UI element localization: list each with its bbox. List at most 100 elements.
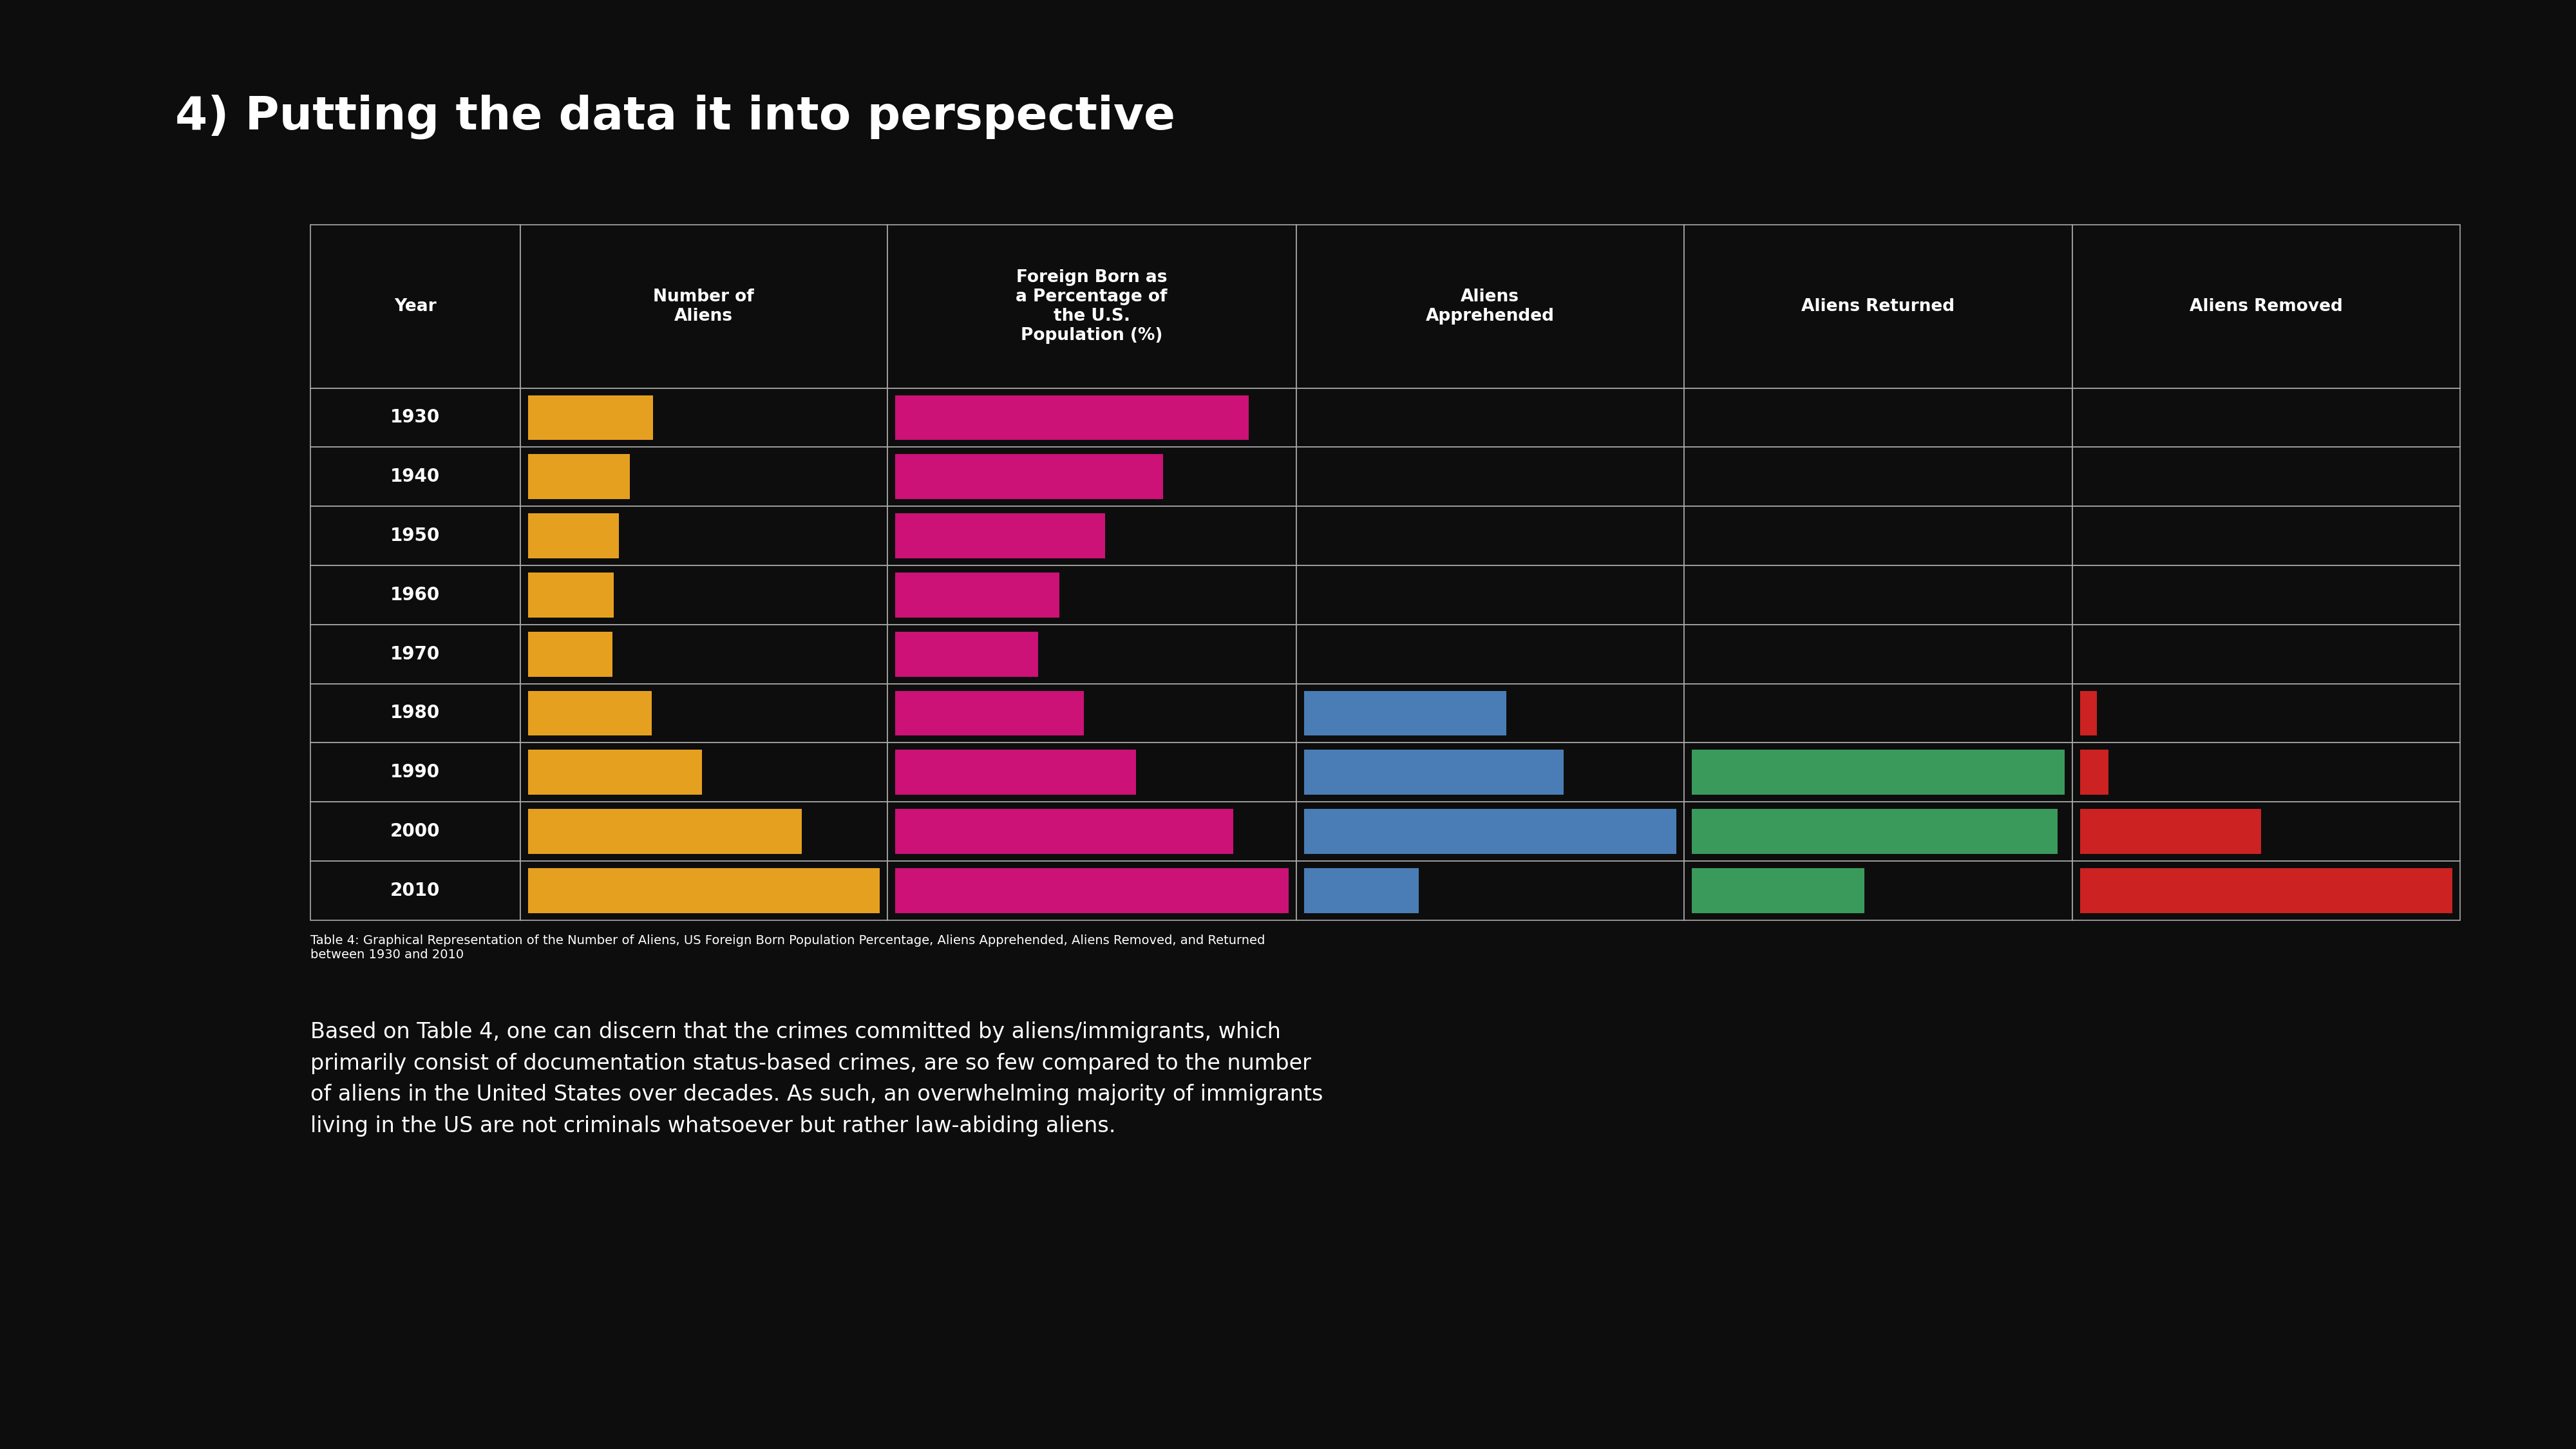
Bar xyxy=(894,454,1164,500)
Bar xyxy=(1685,743,2071,801)
Bar xyxy=(1296,506,1685,565)
Text: 2010: 2010 xyxy=(392,881,440,900)
Bar xyxy=(2071,388,2460,448)
Text: 2000: 2000 xyxy=(392,823,440,840)
Bar xyxy=(2079,691,2097,736)
Bar xyxy=(1685,861,2071,920)
Bar xyxy=(894,396,1249,440)
Bar xyxy=(1685,448,2071,506)
Bar xyxy=(886,801,1296,861)
Bar xyxy=(1692,809,2058,853)
Bar xyxy=(520,565,886,625)
Bar xyxy=(309,861,520,920)
Bar xyxy=(2079,749,2110,796)
Text: Aliens
Apprehended: Aliens Apprehended xyxy=(1425,288,1553,325)
Bar xyxy=(528,572,613,617)
Text: 1930: 1930 xyxy=(392,409,440,426)
Bar xyxy=(2071,743,2460,801)
Bar xyxy=(1296,225,1685,388)
Bar xyxy=(528,396,652,440)
Bar xyxy=(2071,861,2460,920)
Bar xyxy=(886,861,1296,920)
Bar xyxy=(1296,448,1685,506)
Text: Number of
Aliens: Number of Aliens xyxy=(654,288,755,325)
Bar xyxy=(1296,801,1685,861)
Bar xyxy=(309,625,520,684)
Bar xyxy=(520,625,886,684)
Bar xyxy=(528,809,801,853)
Bar xyxy=(309,565,520,625)
Bar xyxy=(520,448,886,506)
Bar xyxy=(520,225,886,388)
Bar xyxy=(1692,868,1865,913)
Bar xyxy=(1296,861,1685,920)
Bar xyxy=(2079,809,2262,853)
Text: 1950: 1950 xyxy=(392,527,440,545)
Bar xyxy=(894,868,1288,913)
Bar xyxy=(886,625,1296,684)
Bar xyxy=(2071,801,2460,861)
Bar xyxy=(2071,625,2460,684)
Bar xyxy=(894,513,1105,558)
Bar xyxy=(1296,625,1685,684)
Text: Foreign Born as
a Percentage of
the U.S.
Population (%): Foreign Born as a Percentage of the U.S.… xyxy=(1015,270,1167,343)
Bar xyxy=(1685,625,2071,684)
Bar xyxy=(2071,225,2460,388)
Bar xyxy=(1296,743,1685,801)
Bar xyxy=(2071,565,2460,625)
Bar xyxy=(886,388,1296,448)
Bar xyxy=(886,743,1296,801)
Bar xyxy=(886,506,1296,565)
Bar xyxy=(1303,691,1507,736)
Bar xyxy=(1303,868,1419,913)
Bar xyxy=(894,632,1038,677)
Bar xyxy=(1685,801,2071,861)
Bar xyxy=(1685,225,2071,388)
Bar xyxy=(2071,448,2460,506)
Text: Table 4: Graphical Representation of the Number of Aliens, US Foreign Born Popul: Table 4: Graphical Representation of the… xyxy=(309,935,1265,961)
Bar xyxy=(520,743,886,801)
Bar xyxy=(520,506,886,565)
Bar xyxy=(2071,506,2460,565)
Bar xyxy=(1692,749,2063,796)
Bar xyxy=(520,801,886,861)
Bar xyxy=(309,388,520,448)
Text: 1970: 1970 xyxy=(392,645,440,664)
Bar xyxy=(886,225,1296,388)
Bar xyxy=(528,632,613,677)
Bar xyxy=(528,749,701,796)
Bar xyxy=(1685,684,2071,743)
Text: Aliens Returned: Aliens Returned xyxy=(1801,298,1955,314)
Bar xyxy=(894,749,1136,796)
Bar xyxy=(528,513,618,558)
Bar xyxy=(309,448,520,506)
Bar xyxy=(1303,809,1677,853)
Bar xyxy=(1296,684,1685,743)
Bar xyxy=(309,225,520,388)
Bar xyxy=(1685,388,2071,448)
Text: 1940: 1940 xyxy=(392,468,440,485)
Bar xyxy=(520,861,886,920)
Text: Year: Year xyxy=(394,298,435,314)
Bar xyxy=(1296,565,1685,625)
Text: 1990: 1990 xyxy=(392,764,440,781)
Bar xyxy=(1685,506,2071,565)
Text: Based on Table 4, one can discern that the crimes committed by aliens/immigrants: Based on Table 4, one can discern that t… xyxy=(309,1022,1324,1136)
Bar xyxy=(309,506,520,565)
Bar xyxy=(309,684,520,743)
Bar xyxy=(886,565,1296,625)
Bar xyxy=(520,388,886,448)
Bar xyxy=(894,691,1084,736)
Text: 4) Putting the data it into perspective: 4) Putting the data it into perspective xyxy=(175,94,1175,139)
Bar xyxy=(894,572,1059,617)
Bar xyxy=(2071,684,2460,743)
Bar xyxy=(894,809,1234,853)
Text: 1980: 1980 xyxy=(392,704,440,722)
Bar xyxy=(1296,388,1685,448)
Bar xyxy=(1303,749,1564,796)
Bar xyxy=(886,448,1296,506)
Bar xyxy=(1685,565,2071,625)
Bar xyxy=(520,684,886,743)
Bar xyxy=(528,691,652,736)
Bar xyxy=(2079,868,2452,913)
